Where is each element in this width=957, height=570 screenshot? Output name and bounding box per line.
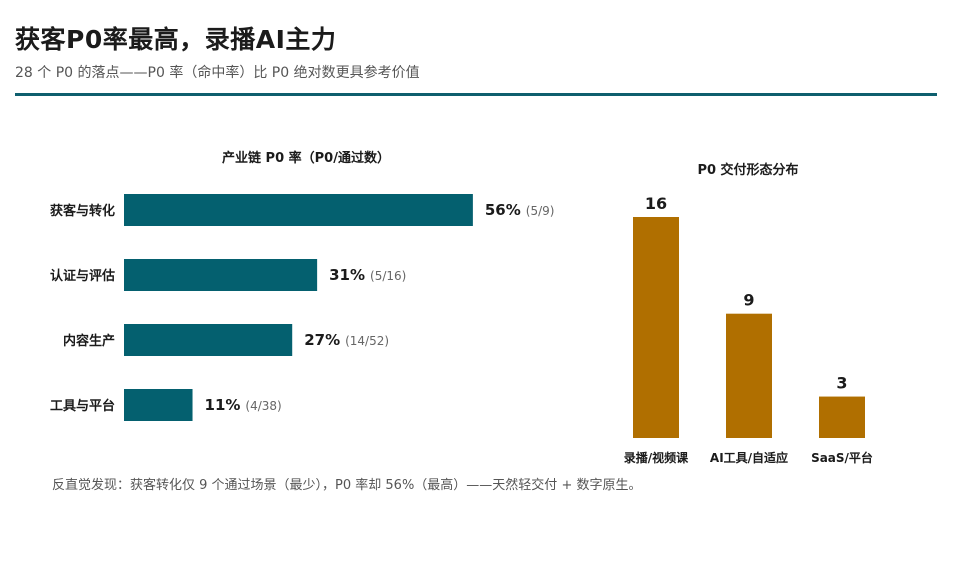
- vbar-bar: [633, 217, 679, 438]
- hbar-bar: [124, 324, 293, 356]
- hbar-fraction: (5/9): [526, 204, 555, 218]
- hbar-percent: 11%: [205, 396, 241, 414]
- footnote: 反直觉发现：获客转化仅 9 个通过场景（最少），P0 率却 56%（最高）——天…: [52, 478, 642, 493]
- hbar-category-label: 工具与平台: [50, 398, 115, 414]
- hbar-category-label: 获客与转化: [50, 203, 115, 219]
- page-subtitle: 28 个 P0 的落点——P0 率（命中率）比 P0 绝对数更具参考价值: [15, 65, 420, 81]
- hbar-fraction: (14/52): [345, 334, 389, 348]
- hbar-chart-title: 产业链 P0 率（P0/通过数）: [222, 150, 390, 166]
- hbar-bar: [124, 389, 193, 421]
- vbar-bar: [819, 396, 865, 438]
- hbar-value-label: 11% (4/38): [205, 396, 282, 414]
- vbar-category-label: SaaS/平台: [811, 450, 873, 465]
- hbar-value-label: 27% (14/52): [304, 331, 389, 349]
- hbar-fraction: (5/16): [370, 269, 406, 283]
- hbar-value-label: 56% (5/9): [485, 201, 555, 219]
- hbar-bar: [124, 194, 473, 226]
- hbar-percent: 56%: [485, 201, 521, 219]
- hbar-percent: 27%: [304, 331, 340, 349]
- hbar-percent: 31%: [329, 266, 365, 284]
- hbar-bar: [124, 259, 318, 291]
- vbar-value-label: 3: [836, 374, 847, 393]
- hbar-chart: 获客与转化 56% (5/9) 认证与评估 31% (5/16) 内容生产 27% (14/52…: [50, 194, 554, 421]
- vbar-category-label: AI工具/自适应: [710, 450, 788, 465]
- hbar-category-label: 认证与评估: [50, 268, 115, 284]
- hbar-fraction: (4/38): [245, 399, 281, 413]
- vbar-value-label: 9: [743, 291, 754, 310]
- page-title: 获客P0率最高，录播AI主力: [15, 25, 337, 54]
- vbar-chart-title: P0 交付形态分布: [697, 162, 798, 178]
- vbar-chart: 16 录播/视频课 9 AI工具/自适应 3 SaaS/平台: [624, 194, 873, 465]
- vbar-category-label: 录播/视频课: [624, 450, 689, 465]
- hbar-category-label: 内容生产: [63, 333, 115, 349]
- vbar-value-label: 16: [645, 194, 667, 213]
- hbar-value-label: 31% (5/16): [329, 266, 406, 284]
- header-divider: [15, 93, 937, 96]
- vbar-bar: [726, 313, 772, 438]
